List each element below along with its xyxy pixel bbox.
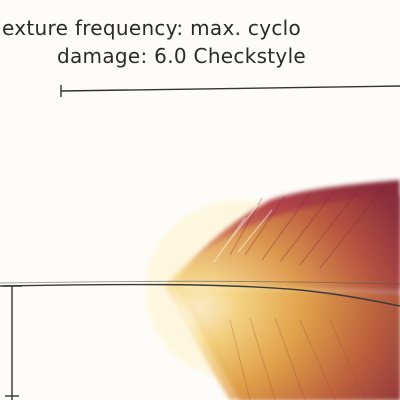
shaft-line [0, 280, 400, 307]
left-measure-marker [3, 285, 22, 400]
feather-illustration [145, 180, 400, 400]
caption-line-1: exture frequency: max. cyclo [2, 16, 302, 40]
top-guide-line [60, 85, 400, 97]
caption-line-2: damage: 6.0 Checkstyle [57, 44, 307, 68]
